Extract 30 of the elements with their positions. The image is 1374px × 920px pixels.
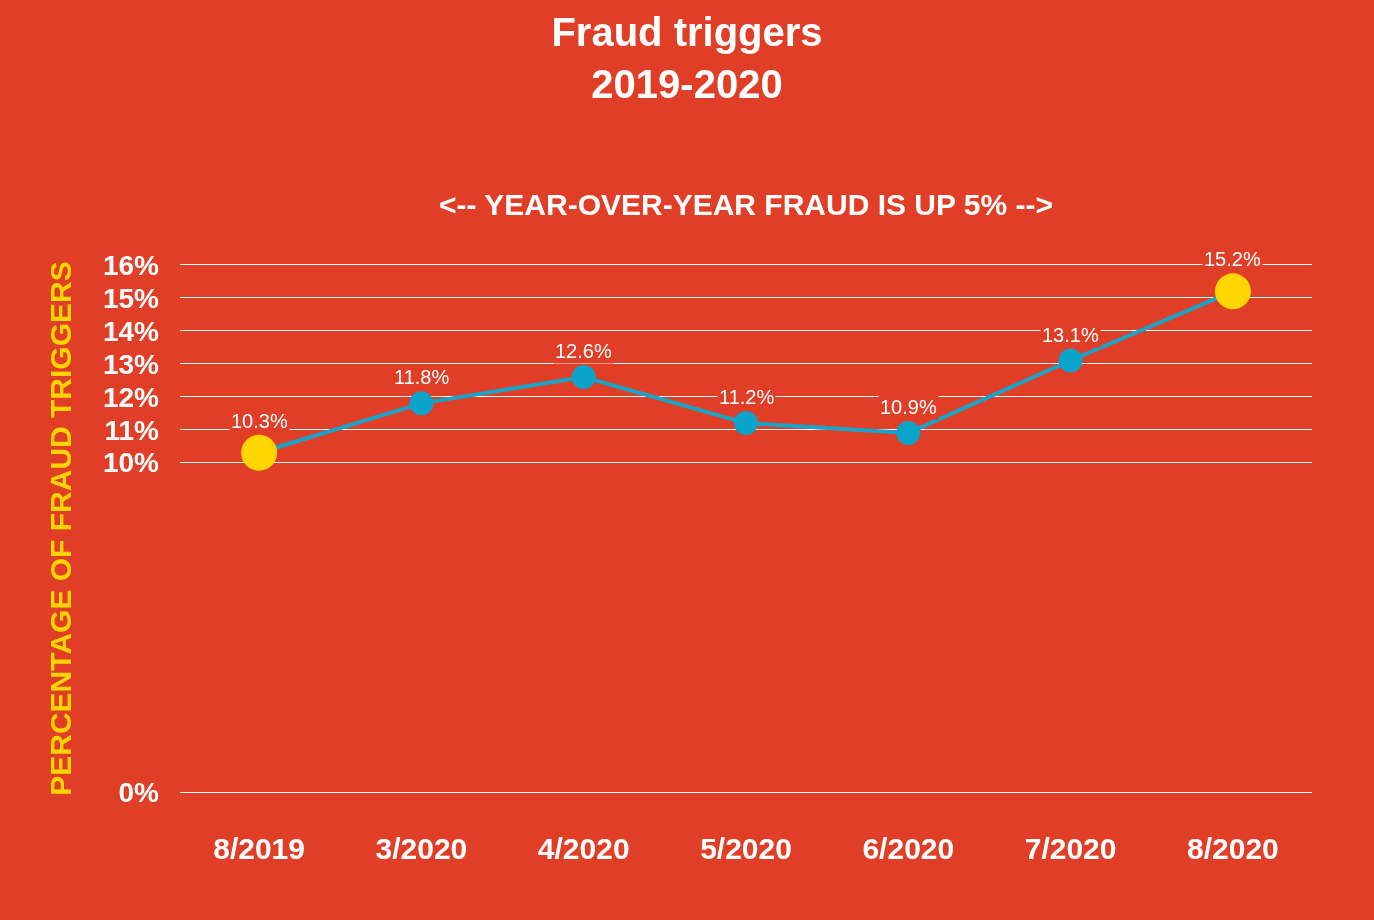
data-label: 11.2%	[719, 386, 775, 408]
point	[896, 420, 921, 445]
x-tick-label: 8/2019	[213, 832, 305, 865]
y-tick-label: 11%	[104, 414, 160, 446]
point	[409, 391, 434, 416]
y-tick-label: 14%	[102, 315, 160, 347]
y-axis-title: PERCENTAGE OF FRAUD TRIGGERS	[43, 261, 77, 796]
y-tick-label: 12%	[102, 381, 160, 413]
x-tick-label: 5/2020	[700, 832, 792, 865]
y-tick-label: 0%	[118, 776, 160, 808]
data-label: 15.2%	[1204, 248, 1261, 270]
data-label: 12.6%	[555, 340, 612, 362]
data-label: 13.1%	[1042, 324, 1099, 346]
y-tick-label: 13%	[102, 348, 160, 380]
y-tick-label: 16%	[102, 249, 160, 281]
y-tick-label: 10%	[102, 447, 160, 479]
x-tick-label: 7/2020	[1024, 832, 1117, 865]
chart-subtitle: <-- YEAR-OVER-YEAR FRAUD IS UP 5% -->	[439, 188, 1053, 221]
y-tick-label: 15%	[102, 282, 160, 314]
x-tick-label: 3/2020	[375, 832, 468, 865]
data-label: 10.3%	[231, 410, 288, 432]
x-tick-label: 8/2020	[1187, 832, 1279, 865]
x-tick-label: 4/2020	[537, 832, 630, 865]
point	[734, 411, 758, 436]
data-label: 11.8%	[394, 366, 450, 388]
data-label: 10.9%	[880, 396, 937, 418]
chart-title: Fraud triggers 2019-2020	[551, 10, 823, 106]
point	[1058, 348, 1083, 373]
x-tick-label: 6/2020	[862, 832, 955, 865]
point	[571, 364, 596, 389]
